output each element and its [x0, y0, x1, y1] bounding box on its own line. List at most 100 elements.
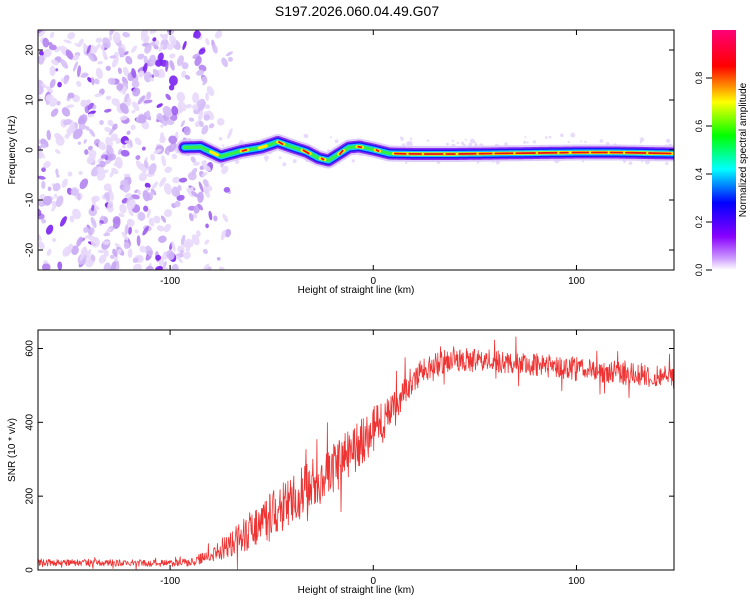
noise-blob: [208, 123, 215, 129]
noise-blob: [143, 99, 153, 104]
noise-blob: [125, 55, 133, 65]
noise-blob: [91, 195, 100, 203]
noise-blob: [132, 101, 140, 112]
noise-blob: [105, 65, 111, 71]
noise-blob: [108, 35, 113, 41]
noise-blob: [95, 37, 103, 43]
noise-blob: [205, 104, 211, 110]
noise-speckle: [581, 160, 585, 163]
noise-blob: [162, 33, 169, 41]
spectrogram-plot-area: [38, 30, 674, 270]
noise-blob: [95, 67, 103, 79]
noise-blob: [103, 232, 111, 237]
noise-blob: [143, 205, 149, 212]
noise-blob: [201, 172, 208, 177]
noise-blob: [161, 155, 166, 167]
noise-blob: [201, 125, 209, 135]
noise-blob: [191, 167, 198, 175]
noise-blob: [43, 161, 51, 169]
noise-blob: [78, 123, 87, 130]
noise-speckle: [222, 144, 225, 147]
noise-blob: [150, 42, 157, 47]
noise-blob: [109, 55, 117, 59]
noise-blob: [138, 70, 145, 78]
noise-blob: [202, 248, 208, 255]
noise-blob: [76, 80, 82, 87]
snr-frame: [37, 329, 675, 571]
noise-blob: [168, 142, 177, 153]
noise-blob: [79, 178, 89, 190]
noise-blob: [80, 99, 88, 108]
noise-blob: [141, 146, 146, 151]
noise-blob: [87, 113, 95, 118]
noise-blob: [213, 215, 218, 222]
noise-blob: [41, 180, 46, 190]
noise-blob: [168, 75, 178, 86]
noise-blob: [119, 203, 127, 214]
snr-panel: -100 0 100 0 200 400 600 Height of straight li…: [7, 329, 675, 596]
noise-blob: [145, 265, 154, 270]
noise-blob: [192, 92, 200, 104]
chart-title: S197.2026.060.04.49.G07: [275, 3, 439, 19]
noise-blob: [107, 153, 116, 161]
noise-blob: [197, 191, 204, 203]
noise-blob: [198, 101, 206, 112]
snr-ytick-label: 0: [25, 567, 36, 573]
noise-blob: [128, 226, 132, 235]
noise-blob: [137, 114, 147, 124]
noise-blob: [169, 34, 177, 46]
noise-blob: [149, 30, 158, 34]
noise-blob: [121, 86, 127, 95]
signal-ridge: [176, 134, 674, 169]
noise-blob: [188, 212, 194, 222]
noise-blob: [190, 156, 196, 163]
noise-blob: [45, 224, 54, 235]
noise-blob: [137, 95, 146, 105]
colorbar-ticks: 0.0 0.2 0.4 0.6 0.8: [694, 72, 712, 276]
noise-blob: [180, 249, 184, 255]
noise-blob: [156, 103, 163, 108]
noise-blob: [137, 211, 146, 221]
noise-blob: [222, 213, 229, 223]
noise-speckle: [263, 155, 269, 161]
noise-blob: [178, 177, 188, 183]
noise-blob: [72, 128, 83, 140]
noise-speckle: [446, 143, 450, 146]
snr-ytick-label: 400: [25, 414, 36, 431]
noise-blob: [55, 195, 64, 208]
noise-blob: [118, 47, 126, 58]
noise-blob: [94, 43, 101, 51]
noise-blob: [158, 44, 164, 52]
noise-blob: [197, 203, 204, 211]
noise-blob: [121, 231, 129, 241]
snr-xtick-label: 100: [568, 576, 585, 587]
noise-blob: [108, 189, 114, 201]
noise-blob: [90, 254, 96, 262]
noise-blob: [112, 123, 118, 131]
noise-blob: [136, 235, 141, 247]
noise-blob: [194, 56, 202, 67]
noise-blob: [221, 165, 229, 175]
noise-blob: [105, 95, 112, 101]
noise-blob: [132, 257, 139, 263]
noise-blob: [77, 65, 81, 78]
noise-blob: [181, 70, 186, 78]
noise-blob: [204, 239, 210, 245]
ridge-hotspot: [209, 150, 220, 157]
noise-blob: [155, 265, 163, 270]
noise-blob: [85, 126, 90, 131]
noise-blob: [72, 208, 81, 220]
noise-blob: [84, 234, 92, 239]
noise-blob: [46, 248, 52, 256]
noise-blob: [62, 119, 72, 126]
noise-blob: [223, 186, 231, 193]
colorbar-tick-label: 0.2: [694, 216, 704, 229]
noise-blob: [206, 86, 215, 96]
noise-speckle: [334, 139, 339, 144]
noise-blob: [124, 224, 129, 236]
noise-blob: [169, 53, 176, 59]
noise-blob: [145, 110, 151, 119]
spectrogram-xtick-label: 100: [568, 276, 585, 287]
spectrogram-xlabel: Height of straight line (km): [298, 285, 415, 296]
noise-blob: [47, 186, 52, 192]
